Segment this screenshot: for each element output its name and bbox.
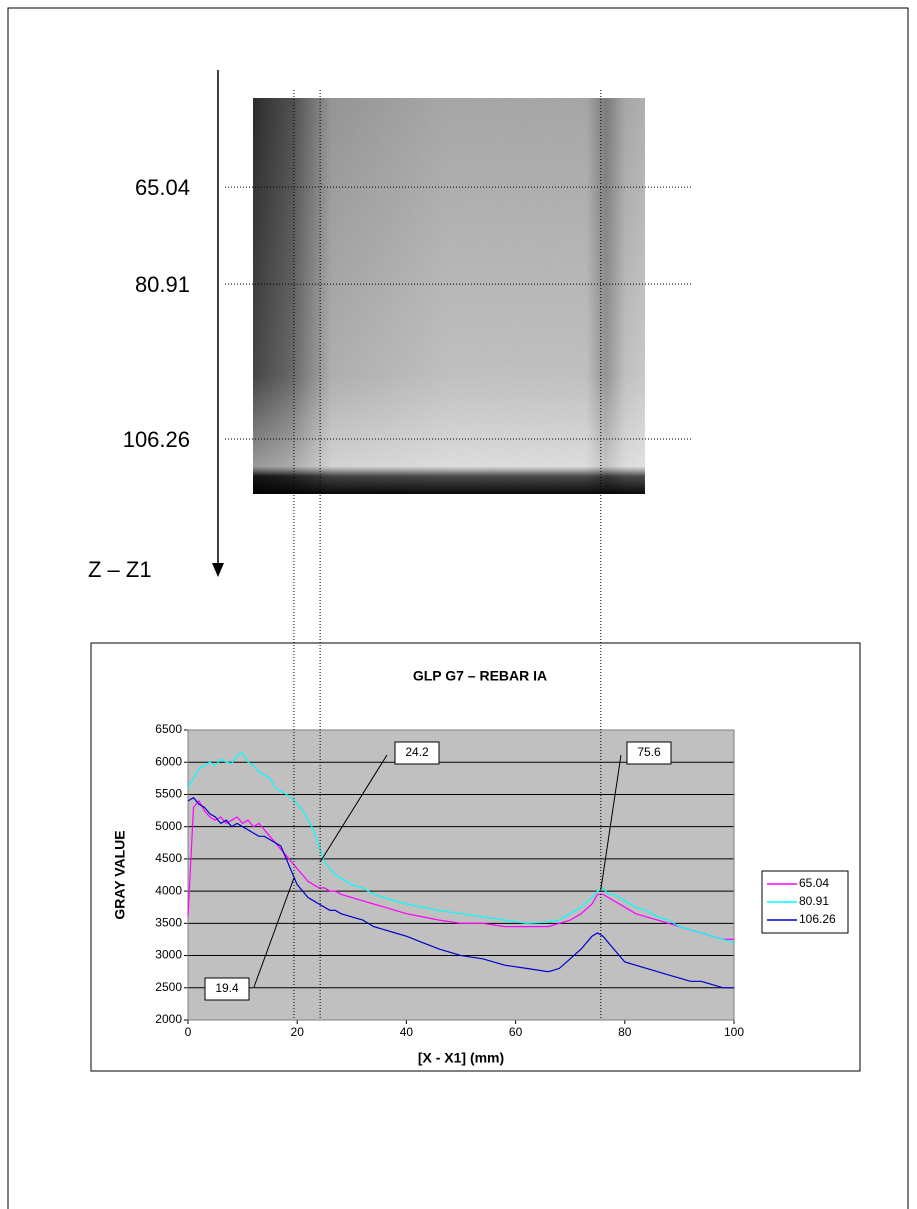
y-tick-label: 4500 <box>155 851 182 865</box>
annotation-box <box>394 741 440 765</box>
plot-area <box>188 730 734 1020</box>
y-tick-label: 6000 <box>155 754 182 768</box>
profile-label: 106.26 <box>123 427 190 452</box>
x-tick-label: 20 <box>291 1025 305 1039</box>
chart-title: GLP G7 – REBAR IA <box>413 668 547 684</box>
x-tick-label: 100 <box>724 1025 744 1039</box>
y-tick-label: 4000 <box>155 883 182 897</box>
y-axis-title: GRAY VALUE <box>112 830 128 919</box>
series-line <box>187 796 734 989</box>
y-tick-label: 3500 <box>155 916 182 930</box>
legend-label: 106.26 <box>799 912 836 926</box>
series-line <box>187 799 734 940</box>
profile-label: 80.91 <box>135 272 190 297</box>
z-arrow-head <box>212 563 224 577</box>
legend-label: 65.04 <box>799 876 829 890</box>
x-tick-label: 60 <box>509 1025 523 1039</box>
x-axis-title: [X - X1] (mm) <box>418 1050 504 1066</box>
y-tick-label: 5500 <box>155 787 182 801</box>
annotation-label: 19.4 <box>215 981 239 995</box>
z-label: Z – Z1 <box>88 557 152 582</box>
annotation-box <box>626 741 672 765</box>
x-tick-label: 0 <box>185 1025 192 1039</box>
x-tick-label: 80 <box>618 1025 632 1039</box>
y-tick-label: 3000 <box>155 948 182 962</box>
annotation-label: 75.6 <box>637 745 661 759</box>
series-line <box>187 751 735 944</box>
annotation-pointer <box>600 754 622 891</box>
plot-border <box>187 729 735 1021</box>
y-tick-label: 2000 <box>155 1012 182 1026</box>
legend-label: 80.91 <box>799 894 829 908</box>
y-tick-label: 6500 <box>155 722 182 736</box>
outer-frame <box>7 7 909 1209</box>
annotation-pointer <box>253 877 295 988</box>
x-tick-label: 40 <box>400 1025 414 1039</box>
y-tick-label: 2500 <box>155 980 182 994</box>
annotation-pointer <box>319 754 388 863</box>
xray-image <box>253 98 645 494</box>
profile-label: 65.04 <box>135 175 190 200</box>
annotation-label: 24.2 <box>405 745 429 759</box>
image-shade <box>253 98 645 494</box>
annotation-box <box>204 977 250 1001</box>
y-tick-label: 5000 <box>155 819 182 833</box>
